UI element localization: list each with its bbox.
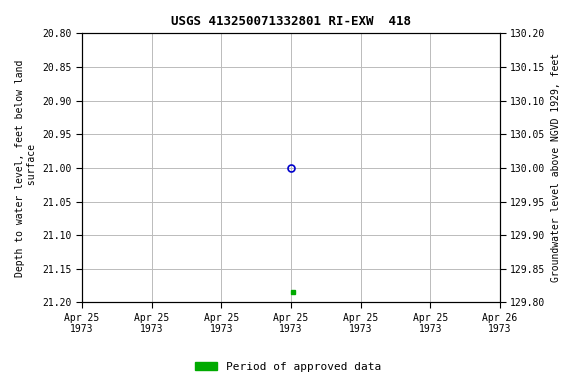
- Y-axis label: Depth to water level, feet below land
 surface: Depth to water level, feet below land su…: [15, 59, 37, 276]
- Y-axis label: Groundwater level above NGVD 1929, feet: Groundwater level above NGVD 1929, feet: [551, 53, 561, 283]
- Title: USGS 413250071332801 RI-EXW  418: USGS 413250071332801 RI-EXW 418: [171, 15, 411, 28]
- Legend: Period of approved data: Period of approved data: [191, 358, 385, 377]
